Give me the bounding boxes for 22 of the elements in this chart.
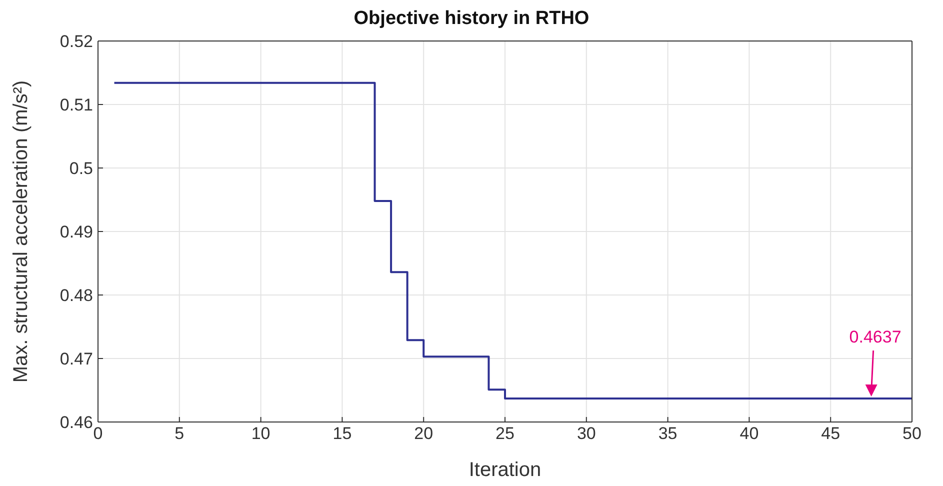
x-tick-label: 5 — [174, 424, 184, 444]
y-tick-label: 0.51 — [60, 96, 93, 115]
y-tick-label: 0.49 — [60, 222, 93, 242]
x-tick-label: 25 — [496, 424, 514, 444]
x-tick-label: 20 — [414, 424, 434, 444]
y-tick-label: 0.47 — [60, 350, 93, 369]
y-tick-label: 0.48 — [60, 286, 93, 306]
x-tick-label: 40 — [740, 424, 759, 444]
annotation: 0.4637 — [849, 328, 902, 347]
y-tick-label: 0.5 — [69, 159, 93, 178]
y-tick-label: 0.46 — [60, 413, 93, 432]
chart-title: Objective history in RTHO — [352, 8, 590, 31]
x-tick-label: 15 — [332, 424, 352, 444]
x-tick-label: 35 — [658, 424, 678, 444]
x-tick-label: 10 — [251, 424, 270, 444]
x-tick-label: 45 — [821, 424, 840, 444]
x-tick-label: 30 — [576, 424, 596, 444]
y-axis-title: Max. structural acceleration (m/s²) — [10, 80, 32, 383]
y-tick-label: 0.52 — [60, 32, 93, 52]
x-tick-label: 0 — [93, 424, 103, 444]
x-axis-title: Iteration — [468, 459, 542, 481]
x-tick-label: 50 — [902, 424, 922, 444]
